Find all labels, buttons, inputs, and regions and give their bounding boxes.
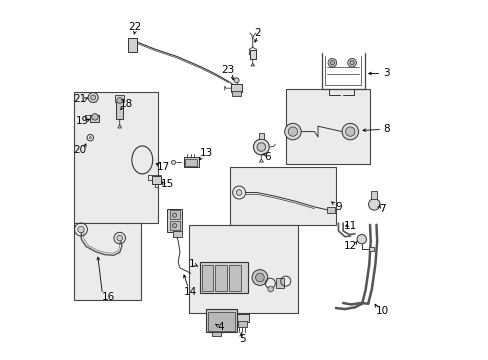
- Circle shape: [267, 286, 273, 292]
- Text: 2: 2: [254, 28, 261, 38]
- Circle shape: [78, 226, 84, 233]
- Text: 15: 15: [161, 179, 174, 189]
- Circle shape: [236, 190, 242, 195]
- Bar: [258, 133, 264, 139]
- Bar: [74, 92, 158, 223]
- Bar: [129, 39, 137, 50]
- Text: 18: 18: [119, 99, 133, 109]
- Text: 13: 13: [200, 148, 213, 158]
- Bar: [202, 265, 213, 291]
- Circle shape: [251, 270, 267, 285]
- Bar: [212, 332, 221, 336]
- Bar: [371, 191, 376, 199]
- Text: 22: 22: [128, 22, 142, 32]
- Circle shape: [347, 58, 356, 67]
- Bar: [199, 262, 247, 293]
- Bar: [230, 167, 335, 225]
- Circle shape: [284, 123, 301, 140]
- Text: 9: 9: [334, 202, 341, 212]
- Text: 12: 12: [343, 241, 356, 251]
- Text: 17: 17: [157, 162, 170, 172]
- Bar: [116, 100, 122, 119]
- Bar: [236, 314, 249, 321]
- Bar: [188, 225, 298, 313]
- Text: 1: 1: [189, 258, 195, 269]
- Circle shape: [171, 160, 175, 165]
- Circle shape: [89, 136, 91, 139]
- Bar: [131, 49, 135, 52]
- Circle shape: [349, 60, 353, 65]
- Text: 20: 20: [74, 144, 87, 154]
- Bar: [230, 84, 242, 92]
- Bar: [90, 116, 99, 122]
- Circle shape: [341, 123, 358, 140]
- Bar: [232, 91, 241, 96]
- Bar: [215, 265, 226, 291]
- Text: 19: 19: [76, 116, 89, 126]
- Circle shape: [117, 235, 122, 241]
- Bar: [228, 265, 240, 291]
- Bar: [128, 38, 137, 51]
- Bar: [207, 312, 234, 331]
- Bar: [249, 50, 255, 59]
- Bar: [169, 221, 179, 230]
- Text: 7: 7: [379, 204, 385, 214]
- Text: 14: 14: [183, 287, 197, 297]
- Bar: [183, 157, 198, 167]
- Bar: [368, 247, 373, 251]
- Circle shape: [356, 234, 366, 244]
- Text: 11: 11: [343, 221, 356, 230]
- Circle shape: [90, 95, 96, 100]
- Text: 16: 16: [102, 292, 115, 302]
- Circle shape: [257, 143, 265, 151]
- Text: 5: 5: [239, 334, 245, 344]
- Bar: [172, 231, 182, 237]
- Bar: [169, 211, 179, 220]
- Bar: [285, 89, 369, 164]
- Circle shape: [234, 78, 239, 83]
- Bar: [238, 321, 247, 327]
- Circle shape: [253, 139, 269, 155]
- Text: 10: 10: [375, 306, 388, 316]
- Text: 6: 6: [264, 152, 270, 162]
- Text: 8: 8: [383, 125, 389, 134]
- Text: 23: 23: [221, 64, 235, 75]
- Circle shape: [172, 224, 176, 228]
- Circle shape: [88, 93, 98, 103]
- Bar: [275, 278, 283, 288]
- Circle shape: [92, 114, 98, 120]
- Bar: [326, 207, 334, 213]
- Bar: [74, 223, 140, 300]
- Bar: [167, 209, 182, 232]
- Text: 21: 21: [74, 94, 87, 104]
- Circle shape: [172, 213, 176, 217]
- Bar: [152, 176, 161, 184]
- Bar: [115, 95, 124, 102]
- Circle shape: [327, 58, 336, 67]
- Text: 3: 3: [382, 68, 388, 78]
- Circle shape: [368, 199, 379, 210]
- Text: 4: 4: [218, 322, 224, 332]
- Circle shape: [287, 127, 297, 136]
- Circle shape: [255, 273, 264, 282]
- Bar: [206, 309, 236, 332]
- Circle shape: [345, 127, 354, 136]
- Bar: [184, 159, 197, 166]
- Circle shape: [329, 60, 334, 65]
- Circle shape: [117, 98, 122, 103]
